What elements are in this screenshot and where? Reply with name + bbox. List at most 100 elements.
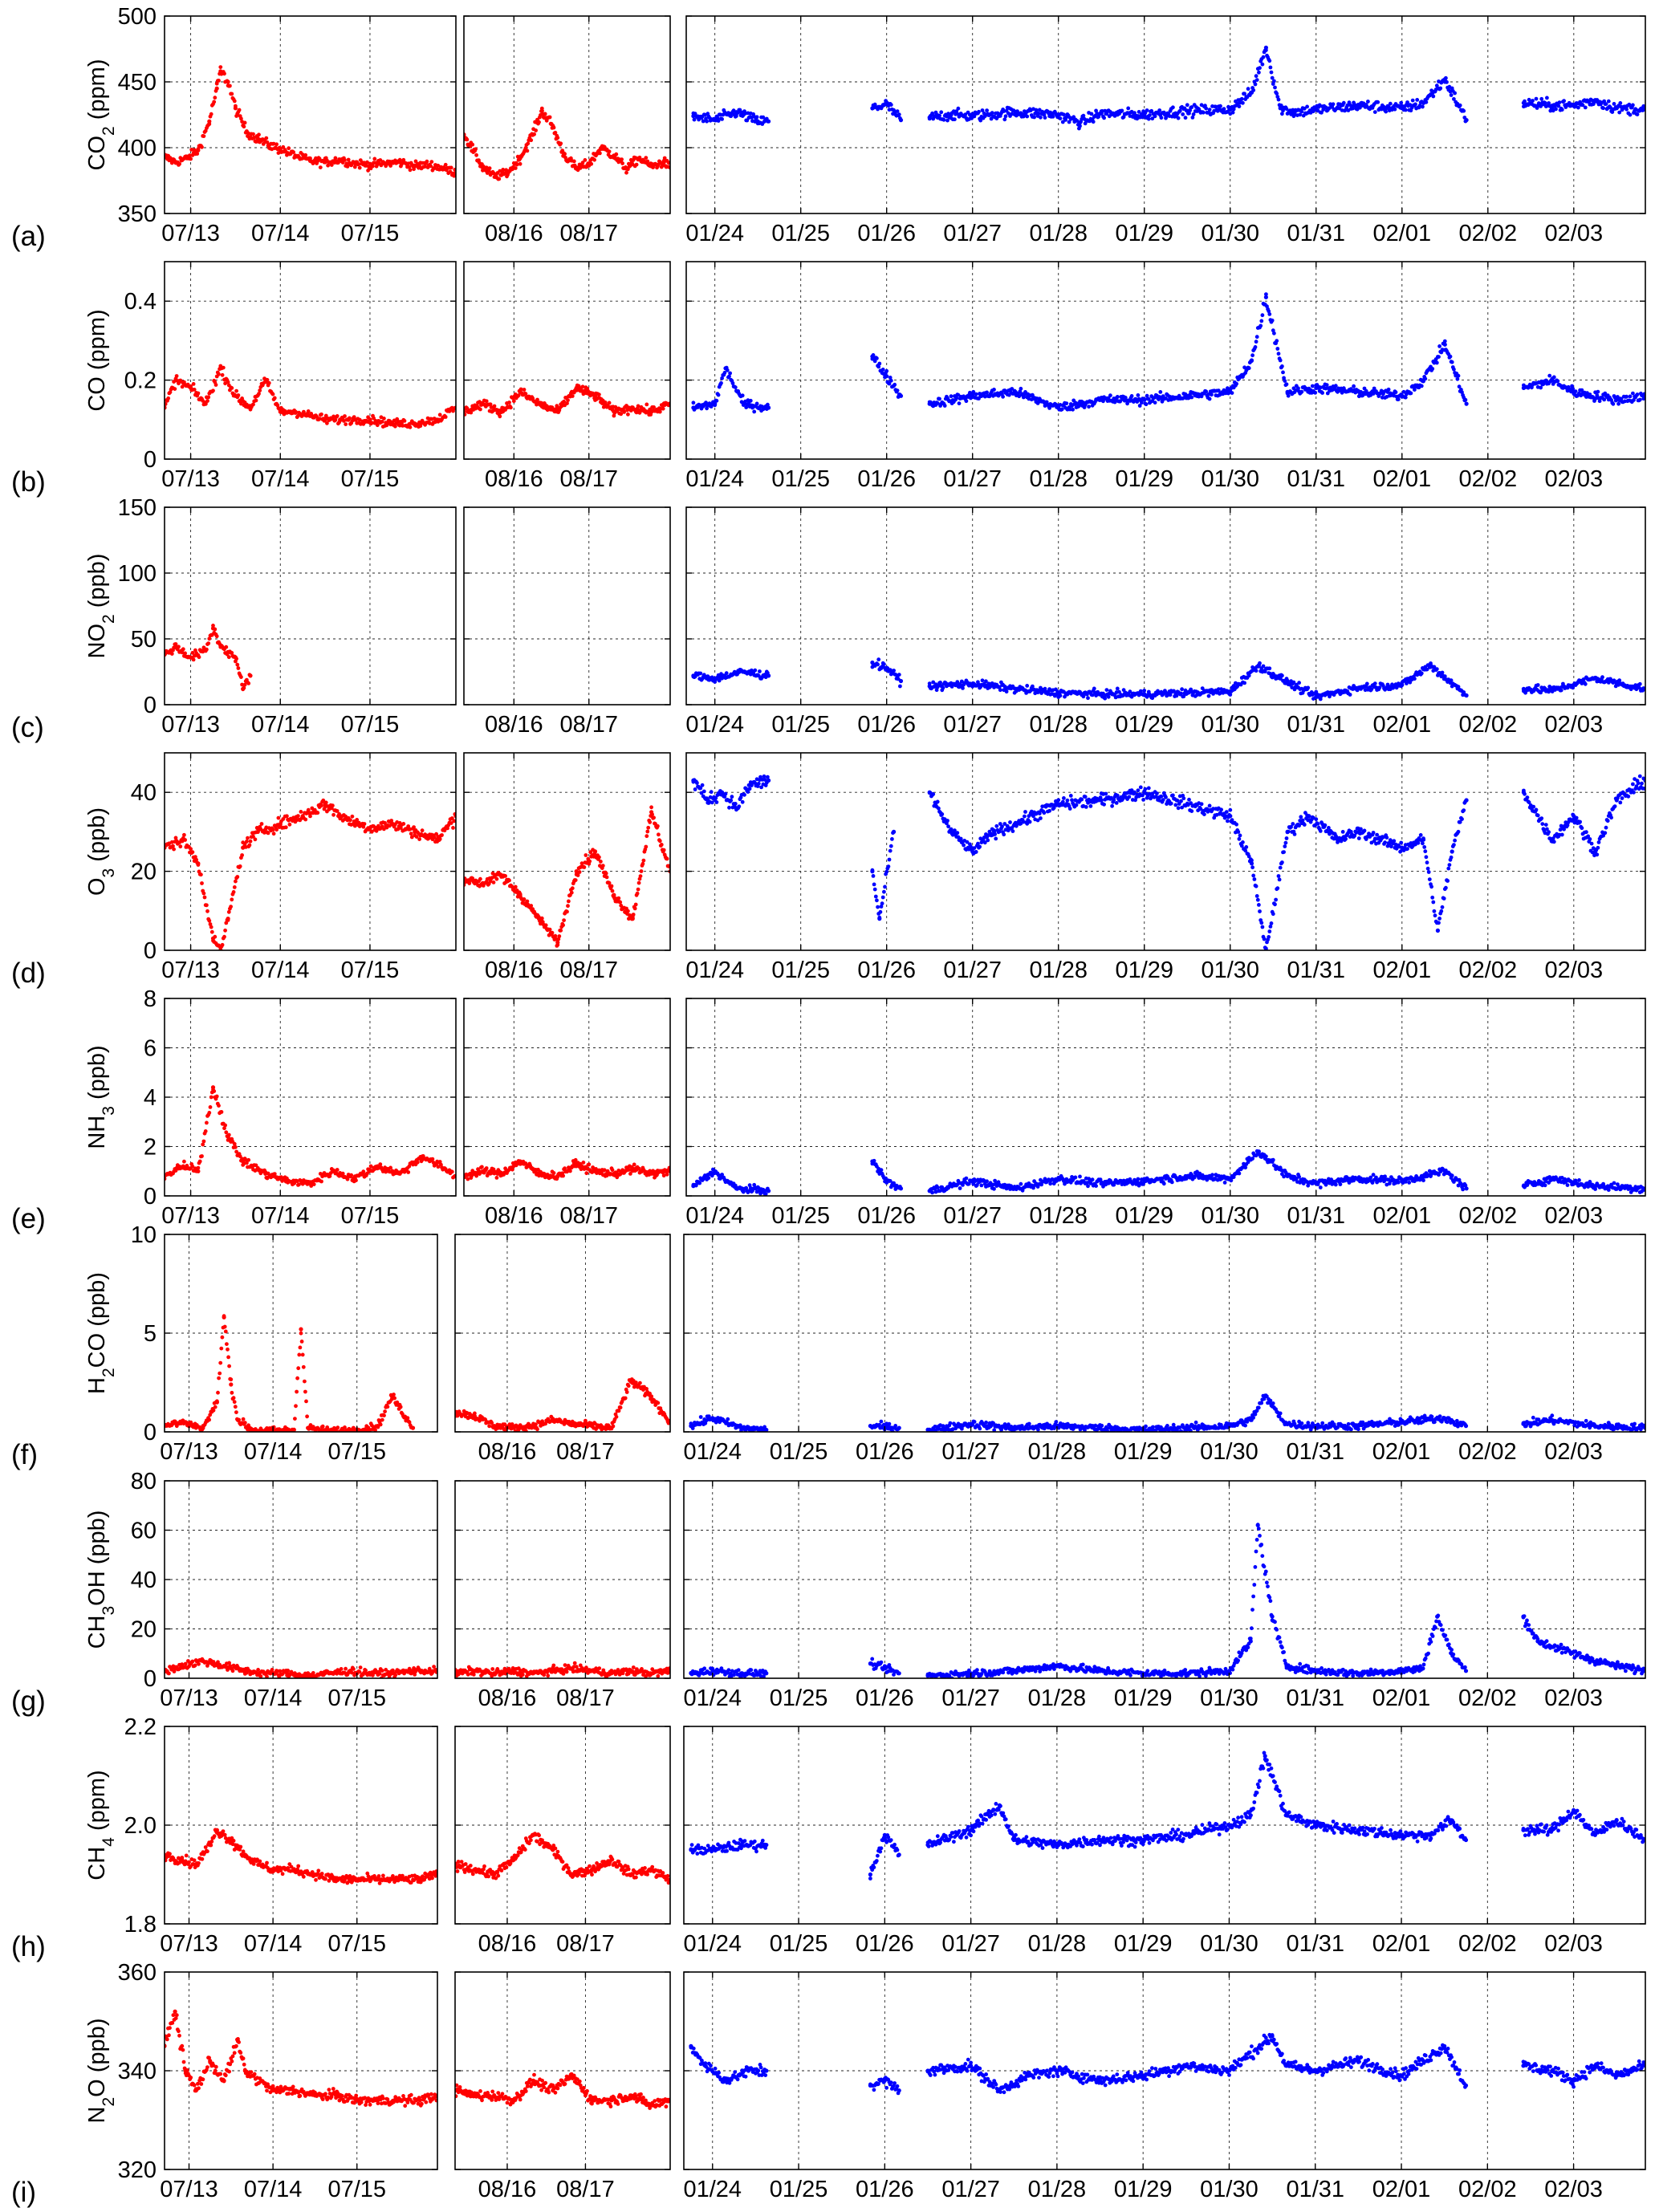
data-point (536, 917, 542, 921)
data-point (285, 814, 289, 819)
data-point (580, 161, 585, 165)
x-tick-label: 02/02 (1459, 712, 1518, 738)
data-point (368, 162, 372, 167)
data-point (306, 807, 311, 812)
x-tick-label: 01/28 (1029, 466, 1088, 492)
data-point (1430, 367, 1435, 371)
y-tick-label: 0 (144, 693, 157, 718)
data-point (876, 662, 880, 667)
data-point (272, 396, 277, 401)
data-point (1207, 396, 1212, 401)
data-point (744, 405, 749, 409)
data-point (1280, 112, 1284, 116)
data-point (172, 847, 177, 852)
data-point (1263, 669, 1267, 674)
data-point (1117, 689, 1121, 694)
data-point (649, 810, 654, 815)
data-point (1313, 390, 1318, 395)
data-point (196, 391, 201, 396)
data-point (1595, 393, 1600, 397)
y-tick-label: 0 (144, 938, 157, 964)
data-point (1617, 678, 1622, 683)
data-point (1419, 671, 1424, 676)
data-point (539, 916, 544, 921)
axes-august: 08/16 08/17 (463, 506, 671, 738)
axes-frame (164, 15, 457, 214)
data-point (1142, 689, 1147, 693)
data-point (437, 413, 442, 417)
data-point (1060, 120, 1065, 124)
data-point (1271, 328, 1275, 333)
x-tick-label: 08/17 (559, 712, 618, 738)
y-axis-label-part: (ppm) (84, 59, 110, 127)
data-point (177, 161, 182, 166)
data-point (1583, 681, 1588, 686)
data-point (1145, 108, 1149, 112)
data-point (713, 118, 718, 123)
data-point (1341, 100, 1346, 105)
data-point (356, 162, 361, 166)
data-point (1089, 112, 1094, 116)
data-point (980, 108, 985, 112)
data-point (1270, 75, 1275, 80)
data-point (1249, 358, 1254, 363)
data-point (1174, 693, 1179, 698)
data-point (226, 909, 231, 914)
x-tick-label: 02/03 (1545, 712, 1604, 738)
x-tick-label: 01/26 (857, 221, 916, 246)
data-point (222, 71, 226, 76)
x-tick-label: 07/14 (251, 221, 310, 246)
data-point (945, 118, 949, 123)
data-point (303, 817, 308, 822)
x-tick-label: 08/16 (485, 466, 543, 492)
data-point (1285, 678, 1290, 683)
data-point (1115, 686, 1120, 691)
data-point (1393, 390, 1398, 395)
axes-frame (685, 506, 1646, 705)
data-point (239, 116, 243, 121)
data-point (522, 897, 527, 901)
data-point (1261, 664, 1266, 669)
data-point (1171, 105, 1175, 110)
data-point (1628, 394, 1633, 399)
data-point (636, 404, 640, 409)
data-point (529, 138, 534, 143)
data-point (543, 112, 547, 116)
x-tick-label: 07/14 (251, 712, 310, 738)
data-point (985, 390, 989, 395)
data-point (518, 156, 523, 161)
data-point (251, 132, 255, 136)
data-point (880, 368, 885, 372)
data-point (648, 820, 653, 824)
data-point (971, 389, 976, 394)
data-point (882, 662, 886, 666)
data-point (639, 869, 644, 873)
data-point (368, 825, 372, 831)
data-point (870, 660, 875, 665)
data-point (484, 165, 489, 170)
data-point (1583, 105, 1588, 110)
x-tick-label: 01/26 (857, 466, 916, 492)
data-point (1090, 693, 1095, 697)
y-tick-label: 100 (118, 561, 157, 587)
y-axis-label: NO2 (ppb) (84, 554, 118, 659)
data-point (196, 148, 201, 152)
data-point (652, 405, 656, 409)
data-point (555, 940, 560, 945)
data-point (734, 114, 738, 118)
data-point (574, 869, 579, 874)
data-point (705, 406, 709, 411)
data-point (474, 152, 478, 157)
axes-august: 08/16 08/17 (463, 261, 671, 492)
data-point (927, 115, 932, 120)
data-point (417, 837, 421, 841)
x-tick-label: 01/27 (943, 466, 1002, 492)
x-tick-label: 08/17 (559, 221, 618, 246)
data-point (449, 816, 454, 820)
data-point (232, 99, 237, 104)
data-point (649, 409, 654, 414)
data-point (949, 112, 954, 117)
data-point (1230, 110, 1235, 115)
data-point (565, 909, 569, 914)
